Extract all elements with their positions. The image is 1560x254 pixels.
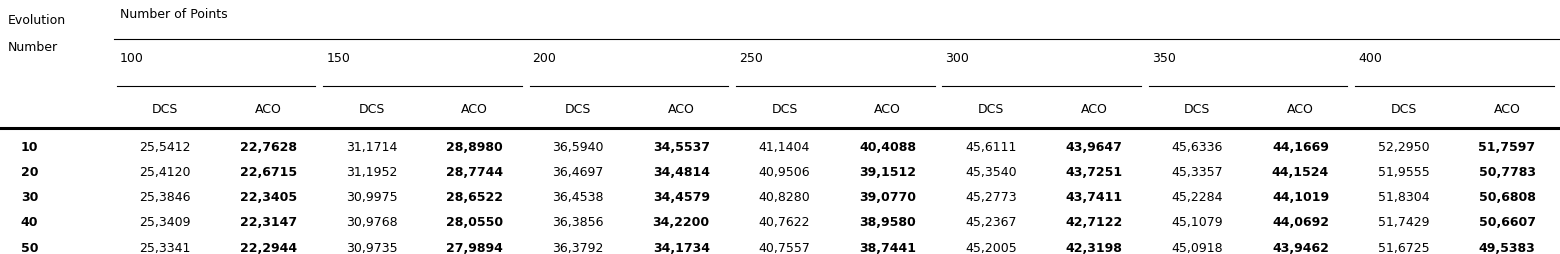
Text: 50,7783: 50,7783 [1479,166,1535,179]
Text: 28,7744: 28,7744 [446,166,504,179]
Text: 40,7557: 40,7557 [758,242,810,254]
Text: 25,5412: 25,5412 [139,140,190,154]
Text: 40: 40 [20,216,37,229]
Text: 400: 400 [1359,52,1382,65]
Text: 38,7441: 38,7441 [860,242,916,254]
Text: 45,2284: 45,2284 [1172,191,1223,204]
Text: 45,2367: 45,2367 [966,216,1017,229]
Text: 45,6111: 45,6111 [966,140,1017,154]
Text: DCS: DCS [1184,103,1211,116]
Text: DCS: DCS [151,103,178,116]
Text: 100: 100 [120,52,144,65]
Text: 45,2005: 45,2005 [966,242,1017,254]
Text: 34,1734: 34,1734 [652,242,710,254]
Text: 36,3792: 36,3792 [552,242,604,254]
Text: 22,3147: 22,3147 [240,216,296,229]
Text: 41,1404: 41,1404 [758,140,810,154]
Text: 300: 300 [945,52,969,65]
Text: 34,4814: 34,4814 [652,166,710,179]
Text: ACO: ACO [1287,103,1314,116]
Text: 31,1714: 31,1714 [346,140,398,154]
Text: 20: 20 [20,166,37,179]
Text: 40,9506: 40,9506 [758,166,810,179]
Text: 25,4120: 25,4120 [139,166,190,179]
Text: 51,8304: 51,8304 [1377,191,1429,204]
Text: 250: 250 [739,52,763,65]
Text: 22,7628: 22,7628 [240,140,296,154]
Text: 22,3405: 22,3405 [240,191,296,204]
Text: 42,7122: 42,7122 [1065,216,1123,229]
Text: 34,4579: 34,4579 [652,191,710,204]
Text: DCS: DCS [565,103,591,116]
Text: ACO: ACO [1493,103,1521,116]
Text: 44,1019: 44,1019 [1271,191,1329,204]
Text: 50: 50 [20,242,37,254]
Text: 40,8280: 40,8280 [758,191,810,204]
Text: 43,7411: 43,7411 [1065,191,1123,204]
Text: 34,5537: 34,5537 [652,140,710,154]
Text: ACO: ACO [1081,103,1108,116]
Text: 42,3198: 42,3198 [1065,242,1123,254]
Text: 45,1079: 45,1079 [1172,216,1223,229]
Text: 38,9580: 38,9580 [860,216,916,229]
Text: 36,4538: 36,4538 [552,191,604,204]
Text: 51,7597: 51,7597 [1479,140,1535,154]
Text: 30,9975: 30,9975 [346,191,398,204]
Text: 51,6725: 51,6725 [1377,242,1429,254]
Text: Number of Points: Number of Points [120,8,228,21]
Text: 30,9768: 30,9768 [346,216,398,229]
Text: 28,6522: 28,6522 [446,191,504,204]
Text: ACO: ACO [668,103,694,116]
Text: 43,9647: 43,9647 [1065,140,1123,154]
Text: 40,7622: 40,7622 [758,216,810,229]
Text: 51,7429: 51,7429 [1377,216,1429,229]
Text: 39,1512: 39,1512 [860,166,916,179]
Text: 36,5940: 36,5940 [552,140,604,154]
Text: 28,0550: 28,0550 [446,216,504,229]
Text: 49,5383: 49,5383 [1479,242,1535,254]
Text: Evolution: Evolution [8,14,66,27]
Text: ACO: ACO [462,103,488,116]
Text: 30,9735: 30,9735 [346,242,398,254]
Text: ACO: ACO [874,103,902,116]
Text: 36,3856: 36,3856 [552,216,604,229]
Text: 45,2773: 45,2773 [966,191,1017,204]
Text: 25,3341: 25,3341 [139,242,190,254]
Text: 150: 150 [326,52,349,65]
Text: 52,2950: 52,2950 [1377,140,1429,154]
Text: 22,2944: 22,2944 [240,242,296,254]
Text: 44,1524: 44,1524 [1271,166,1329,179]
Text: 25,3846: 25,3846 [139,191,190,204]
Text: ACO: ACO [254,103,282,116]
Text: 40,4088: 40,4088 [860,140,916,154]
Text: 30: 30 [20,191,37,204]
Text: 25,3409: 25,3409 [139,216,190,229]
Text: 43,9462: 43,9462 [1271,242,1329,254]
Text: 45,0918: 45,0918 [1172,242,1223,254]
Text: 51,9555: 51,9555 [1377,166,1429,179]
Text: 200: 200 [532,52,557,65]
Text: 45,6336: 45,6336 [1172,140,1223,154]
Text: 43,7251: 43,7251 [1065,166,1123,179]
Text: 350: 350 [1151,52,1176,65]
Text: 22,6715: 22,6715 [240,166,296,179]
Text: DCS: DCS [771,103,797,116]
Text: 50,6607: 50,6607 [1479,216,1535,229]
Text: DCS: DCS [359,103,385,116]
Text: 27,9894: 27,9894 [446,242,504,254]
Text: 31,1952: 31,1952 [346,166,398,179]
Text: 10: 10 [20,140,37,154]
Text: 45,3540: 45,3540 [966,166,1017,179]
Text: 39,0770: 39,0770 [860,191,916,204]
Text: 45,3357: 45,3357 [1172,166,1223,179]
Text: 44,0692: 44,0692 [1271,216,1329,229]
Text: DCS: DCS [1390,103,1416,116]
Text: DCS: DCS [978,103,1005,116]
Text: 28,8980: 28,8980 [446,140,504,154]
Text: 44,1669: 44,1669 [1271,140,1329,154]
Text: Number: Number [8,41,58,54]
Text: 34,2200: 34,2200 [652,216,710,229]
Text: 50,6808: 50,6808 [1479,191,1535,204]
Text: 36,4697: 36,4697 [552,166,604,179]
